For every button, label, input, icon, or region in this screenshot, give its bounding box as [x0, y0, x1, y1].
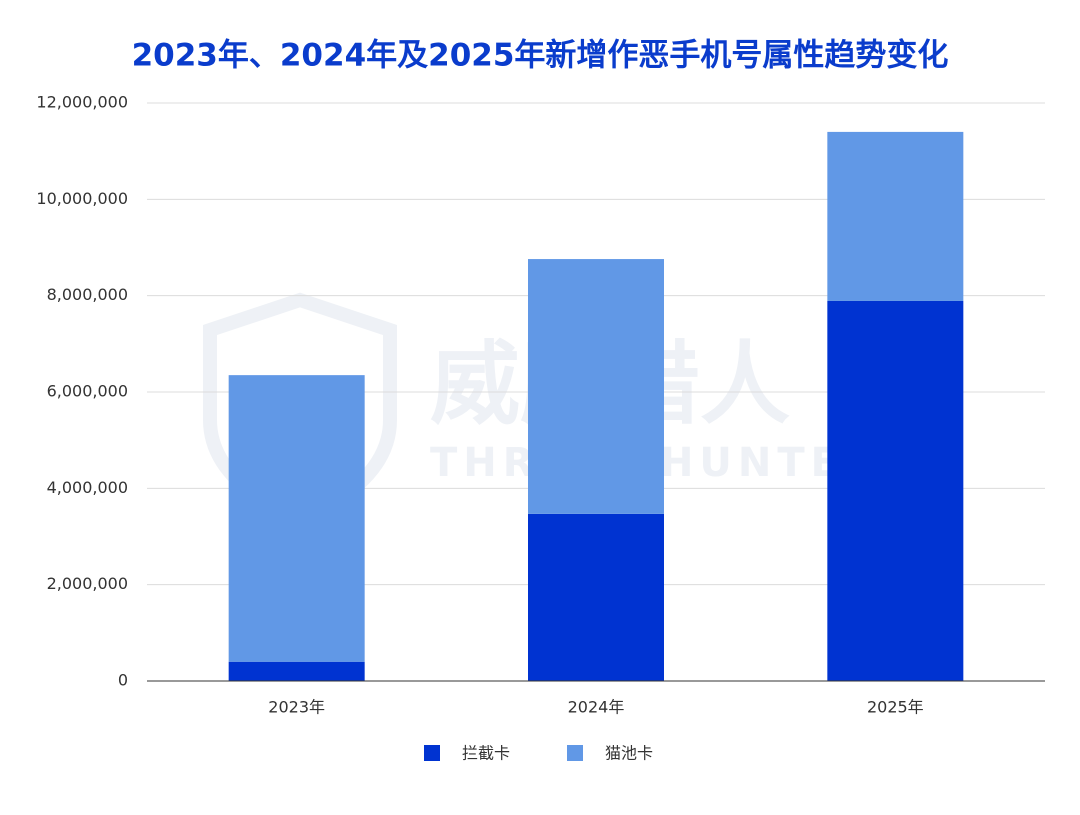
legend-swatch	[567, 745, 583, 761]
y-tick-label: 4,000,000	[47, 478, 128, 497]
legend-label: 拦截卡	[462, 744, 510, 763]
bar-segment	[827, 300, 964, 681]
y-tick-label: 6,000,000	[47, 382, 128, 401]
bar-segment	[827, 131, 964, 301]
bar-segment	[228, 661, 365, 681]
y-tick-label: 2,000,000	[47, 574, 128, 593]
y-tick-label: 10,000,000	[36, 189, 128, 208]
bar-segment	[528, 259, 664, 514]
bar-segment	[528, 513, 664, 681]
x-tick-label: 2023年	[268, 698, 325, 717]
x-tick-label: 2024年	[568, 698, 625, 717]
legend-swatch	[424, 745, 440, 761]
y-tick-label: 12,000,000	[36, 93, 128, 112]
y-tick-label: 0	[118, 671, 128, 690]
chart-title: 2023年、2024年及2025年新增作恶手机号属性趋势变化	[132, 38, 949, 74]
x-tick-label: 2025年	[867, 698, 924, 717]
bar-segment	[228, 375, 365, 662]
y-tick-label: 8,000,000	[47, 285, 128, 304]
legend-label: 猫池卡	[605, 744, 653, 763]
